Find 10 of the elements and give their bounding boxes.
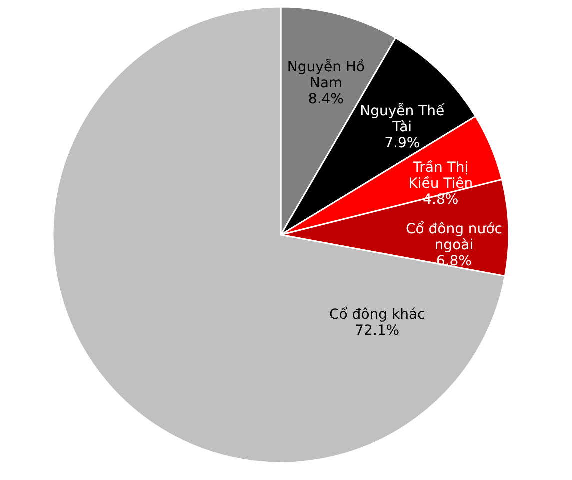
data-label: 7.9% xyxy=(384,135,420,152)
slice-label: Trần Thị Kiều Tiên xyxy=(408,160,474,192)
slice-label: Cổ đông nước ngoài xyxy=(406,220,502,254)
slice-label: Nguyễn Hồ Nam xyxy=(287,58,365,92)
slice-label: Cổ đông khác xyxy=(330,306,426,324)
data-label: 72.1% xyxy=(355,323,400,340)
pie-slice xyxy=(52,6,506,464)
data-label: 8.4% xyxy=(308,92,344,108)
data-label: 6.8% xyxy=(436,254,472,270)
slice-label: Nguyễn Thế Tài xyxy=(360,102,445,136)
